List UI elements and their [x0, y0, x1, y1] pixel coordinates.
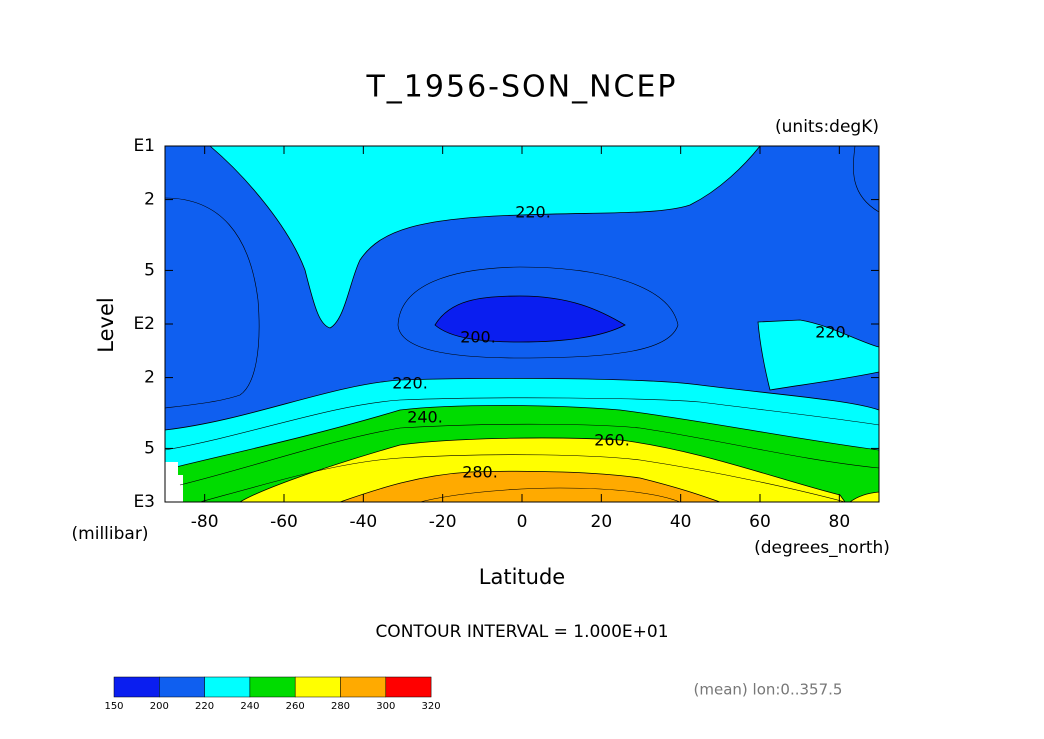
contour-region [434, 295, 626, 343]
contour-label: 220. [392, 374, 428, 393]
contour-label: 220. [815, 323, 851, 342]
colorbar-swatch [294, 676, 341, 698]
contour-line [397, 266, 679, 359]
colorbar-swatch [340, 676, 387, 698]
colorbar-label: 240 [240, 701, 259, 712]
y-tick-label: E2 [133, 314, 155, 334]
y-tick-label: E3 [133, 492, 155, 512]
contour-line [199, 454, 846, 503]
colorbar-label: 150 [104, 701, 123, 712]
x-tick-label: -60 [270, 512, 298, 532]
contour-label: 260. [594, 431, 630, 450]
contour-line [419, 487, 681, 503]
y-units: (millibar) [72, 524, 149, 544]
x-units: (degrees_north) [754, 538, 890, 558]
y-tick-label: 2 [144, 190, 155, 210]
contour-label: 280. [462, 463, 498, 482]
x-axis-label: Latitude [479, 565, 565, 589]
contour-label: 220. [515, 203, 551, 222]
x-tick-label: 0 [517, 512, 528, 532]
y-axis-label: Level [94, 297, 118, 352]
colorbar-label: 260 [286, 701, 305, 712]
contour-line [164, 397, 880, 451]
note: (mean) lon:0..357.5 [694, 681, 843, 699]
x-tick-label: 40 [670, 512, 692, 532]
colorbar-swatch [159, 676, 205, 698]
x-tick-label: -20 [429, 512, 457, 532]
chart-title: T_1956-SON_NCEP [365, 70, 677, 105]
contour-interval: CONTOUR INTERVAL = 1.000E+01 [375, 622, 668, 642]
missing-data [165, 462, 183, 502]
colorbar-label: 320 [422, 701, 441, 712]
contour-line [853, 145, 880, 213]
contour-label: 200. [460, 328, 496, 347]
y-tick-label: 5 [144, 438, 155, 458]
colorbar-swatch [385, 676, 432, 698]
colorbar-label: 300 [376, 701, 395, 712]
colorbar-swatch [113, 676, 160, 698]
x-tick-label: 60 [749, 512, 771, 532]
x-tick-label: 80 [829, 512, 851, 532]
colorbar-swatch [249, 676, 296, 698]
units-label: (units:degK) [775, 117, 879, 137]
colorbar-swatch [204, 676, 251, 698]
x-tick-label: -80 [191, 512, 219, 532]
contour-region [757, 319, 880, 391]
contour-line [179, 423, 880, 486]
colorbar-label: 220 [195, 701, 214, 712]
contour-region [339, 470, 721, 503]
contour-line [164, 197, 260, 409]
contour-label: 240. [407, 408, 443, 427]
y-tick-label: E1 [133, 136, 155, 156]
plot-area [164, 145, 880, 503]
y-tick-label: 2 [144, 368, 155, 388]
x-tick-label: 20 [591, 512, 613, 532]
colorbar-label: 200 [150, 701, 169, 712]
y-tick-label: 5 [144, 260, 155, 280]
x-tick-label: -40 [349, 512, 377, 532]
contour-region [208, 145, 761, 329]
colorbar-label: 280 [331, 701, 350, 712]
